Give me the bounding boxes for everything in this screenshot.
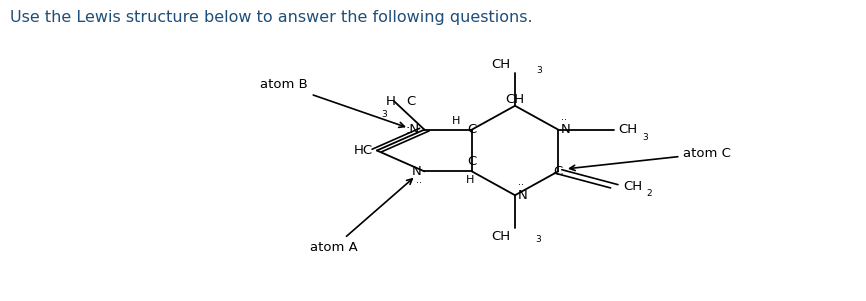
Text: H: H <box>451 116 460 126</box>
Text: 3: 3 <box>642 132 648 141</box>
Text: atom C: atom C <box>570 147 731 171</box>
Text: atom A: atom A <box>310 179 412 254</box>
Text: C: C <box>468 155 476 168</box>
Text: ··: ·· <box>561 115 566 125</box>
Text: H: H <box>466 175 475 185</box>
Text: ··: ·· <box>518 180 524 191</box>
Text: C: C <box>406 95 416 108</box>
Text: C: C <box>468 123 476 136</box>
Text: CH: CH <box>492 230 511 243</box>
Text: 3: 3 <box>535 235 540 244</box>
Text: atom B: atom B <box>260 78 404 127</box>
Text: CH: CH <box>618 123 637 136</box>
Text: N: N <box>561 123 571 136</box>
Text: 3: 3 <box>537 66 542 75</box>
Text: HC: HC <box>353 144 372 157</box>
Text: 3: 3 <box>381 110 387 119</box>
Text: CH: CH <box>506 93 525 106</box>
Text: N: N <box>412 165 422 178</box>
Text: CH: CH <box>492 58 511 71</box>
Text: N: N <box>518 189 527 202</box>
Text: CH: CH <box>623 180 642 193</box>
Text: Use the Lewis structure below to answer the following questions.: Use the Lewis structure below to answer … <box>10 10 533 25</box>
Text: ··: ·· <box>416 178 422 188</box>
Text: C: C <box>553 165 563 178</box>
Text: H: H <box>386 95 396 108</box>
Text: :N: :N <box>406 123 420 136</box>
Text: 2: 2 <box>646 189 652 198</box>
